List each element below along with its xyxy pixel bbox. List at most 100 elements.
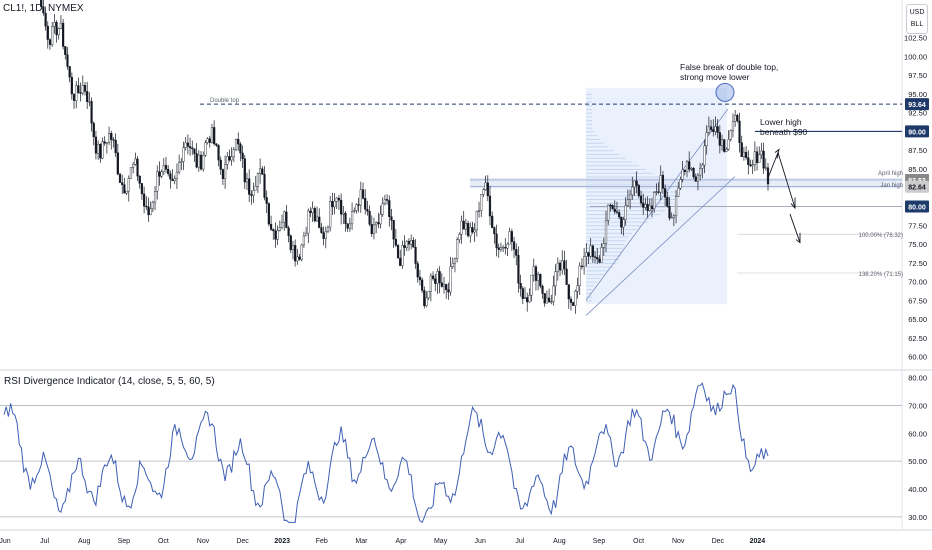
- candle-body: [462, 220, 465, 230]
- price-tick-label: 100.00: [904, 52, 927, 61]
- volume-profile-bar: [586, 131, 595, 133]
- symbol-header[interactable]: CL1!, 1D, NYMEX: [3, 3, 84, 14]
- candles: [40, 0, 770, 314]
- time-tick-label: Nov: [672, 538, 685, 545]
- candle-body: [171, 178, 174, 182]
- volume-profile-bar: [586, 206, 670, 208]
- candle-body: [664, 188, 667, 198]
- candle-body: [226, 156, 229, 165]
- price-tick-label: 60.00: [908, 353, 927, 362]
- candle-body: [105, 142, 108, 144]
- time-tick-label: Oct: [158, 538, 169, 545]
- lower-high-annotation: Lower high beneath $90: [760, 117, 808, 137]
- volume-profile-bar: [586, 153, 620, 155]
- candle-body: [59, 22, 63, 29]
- candle-body: [346, 223, 349, 229]
- candle-body: [315, 216, 319, 222]
- candle-body: [558, 262, 562, 271]
- candle-body: [701, 164, 704, 169]
- volume-profile-bar: [586, 97, 592, 99]
- candle-body: [576, 285, 579, 292]
- candle-body: [688, 161, 691, 170]
- time-tick-label: May: [434, 538, 448, 545]
- candle-body: [342, 212, 345, 215]
- time-tick-label: Feb: [316, 538, 328, 545]
- candle-body: [561, 260, 564, 271]
- candle-body: [403, 245, 406, 249]
- candle-body: [329, 201, 332, 228]
- candle-body: [624, 205, 627, 220]
- price-tick-label: 72.50: [908, 259, 927, 268]
- candle-body: [758, 154, 761, 163]
- volume-profile-bar: [586, 105, 592, 107]
- candle-body: [447, 289, 450, 293]
- candle-body: [431, 275, 435, 280]
- candle-body: [280, 221, 284, 228]
- candle-body: [552, 285, 555, 302]
- candle-body: [103, 141, 106, 144]
- candle-body: [646, 204, 649, 211]
- candle-body: [412, 240, 415, 248]
- candle-body: [250, 194, 253, 196]
- candle-body: [368, 211, 371, 225]
- time-tick-label: Dec: [712, 538, 725, 545]
- rsi-tick-label: 30.00: [908, 513, 927, 522]
- candle-body: [296, 256, 299, 262]
- price-badge: 93.64: [905, 98, 929, 111]
- rsi-tick-label: 50.00: [908, 457, 927, 466]
- volume-profile-bar: [586, 123, 592, 125]
- candle-body: [609, 204, 612, 207]
- volume-profile-bar: [586, 236, 629, 238]
- candle-body: [633, 180, 636, 188]
- candle-body: [241, 152, 244, 159]
- candle-body: [318, 216, 321, 228]
- candle-body: [394, 238, 397, 246]
- candle-body: [147, 206, 150, 216]
- candle-body: [291, 245, 295, 251]
- candle-body: [121, 182, 124, 185]
- rsi-indicator-title[interactable]: RSI Divergence Indicator (14, close, 5, …: [4, 376, 215, 387]
- candle-body: [421, 279, 424, 291]
- candle-body: [208, 138, 211, 143]
- candle-body: [429, 275, 432, 292]
- candle-body: [188, 146, 192, 149]
- arrow-head-down-1: [790, 197, 796, 210]
- candle-body: [75, 85, 78, 101]
- candle-body: [602, 243, 605, 248]
- candle-body: [202, 154, 205, 170]
- candle-body: [324, 230, 327, 239]
- candle-body: [644, 204, 647, 208]
- volume-profile-bar: [586, 217, 654, 219]
- unit-box[interactable]: USD BLL: [906, 4, 928, 34]
- candle-body: [521, 288, 524, 299]
- jan-high-label: Jan high: [880, 183, 903, 189]
- candle-body: [158, 171, 161, 177]
- candle-body: [749, 164, 752, 167]
- candle-body: [563, 260, 566, 270]
- price-badge-text: 90.00: [908, 129, 926, 136]
- candle-body: [344, 212, 347, 224]
- candle-body: [466, 223, 470, 237]
- candle-body: [162, 165, 165, 173]
- candle-body: [725, 149, 728, 152]
- volume-profile-bar: [586, 138, 601, 140]
- candle-body: [46, 25, 49, 40]
- candle-body: [491, 215, 494, 228]
- candle-body: [372, 224, 376, 234]
- candle-body: [650, 205, 654, 209]
- candle-body: [589, 245, 592, 257]
- candle-body: [364, 198, 367, 210]
- rsi-tick-label: 70.00: [908, 401, 927, 410]
- candle-body: [760, 150, 763, 155]
- candle-body: [136, 158, 139, 177]
- arrow-head-up: [774, 148, 780, 159]
- candle-body: [125, 190, 128, 194]
- candle-body: [670, 217, 673, 219]
- candle-body: [515, 249, 518, 256]
- candle-body: [337, 197, 341, 201]
- candle-body: [674, 196, 678, 217]
- candle-body: [727, 139, 730, 150]
- candle-body: [611, 205, 614, 210]
- candle-body: [283, 211, 286, 223]
